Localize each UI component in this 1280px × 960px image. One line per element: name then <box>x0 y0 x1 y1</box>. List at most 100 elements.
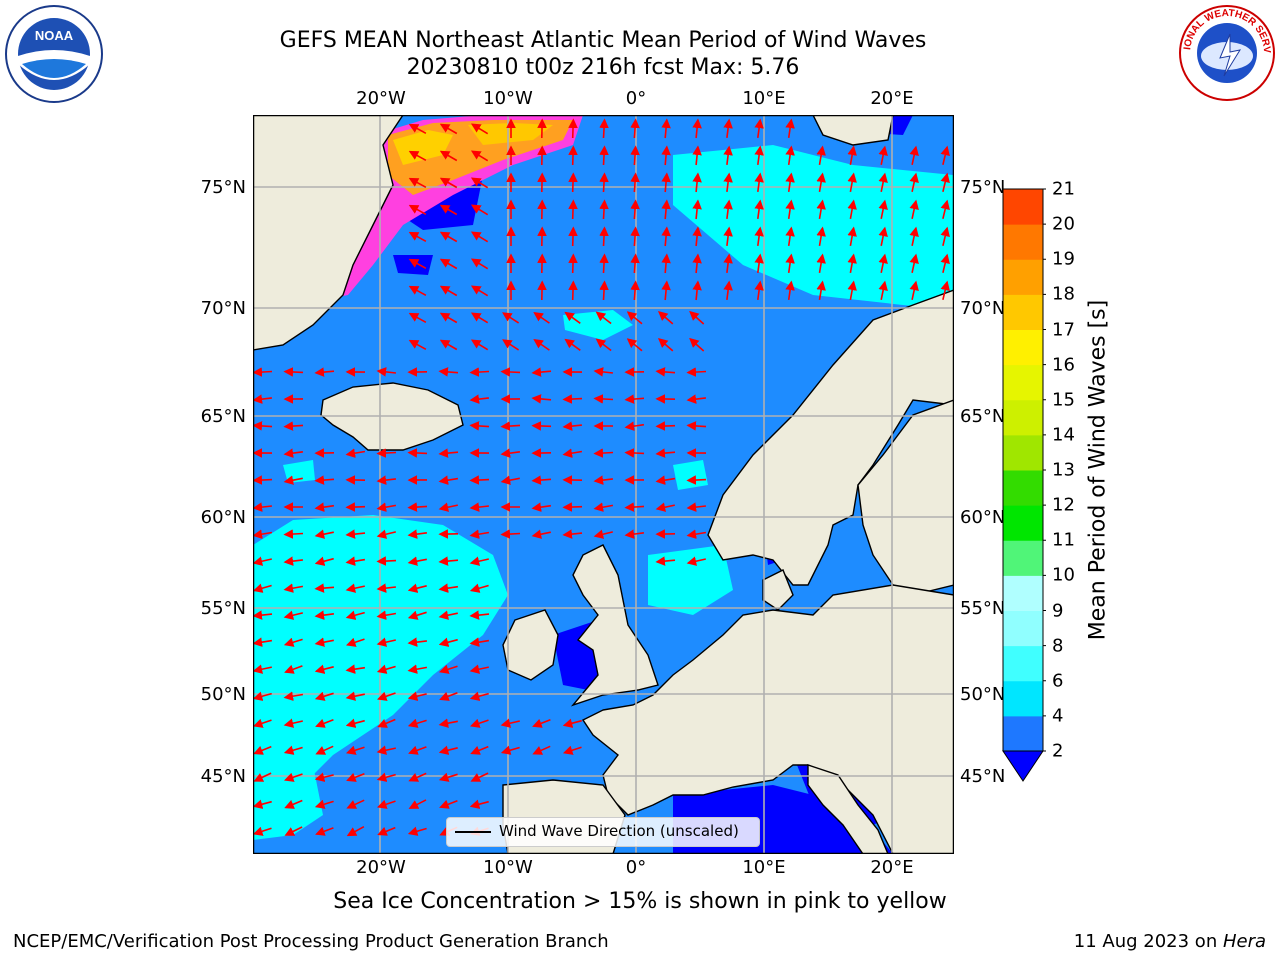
legend-line-swatch <box>455 831 491 833</box>
colorbar-segment <box>1003 224 1043 260</box>
wave-direction-arrow <box>723 253 733 273</box>
wave-direction-arrow <box>314 367 335 377</box>
wave-direction-arrow <box>723 226 733 246</box>
wave-direction-arrow <box>253 772 272 782</box>
wave-direction-arrow <box>785 226 795 247</box>
wave-direction-arrow <box>847 199 857 220</box>
colorbar <box>1002 188 1046 782</box>
colorbar-tick-label: 14 <box>1052 424 1075 446</box>
wave-direction-arrow <box>283 583 304 593</box>
wave-direction-arrow <box>470 312 489 324</box>
wave-direction-arrow <box>599 118 609 139</box>
lat-label-right-50n: 50°N <box>960 684 1006 705</box>
wave-direction-arrow <box>253 475 273 485</box>
colorbar-segment <box>1003 329 1043 366</box>
colorbar-tick-label: 17 <box>1052 319 1075 340</box>
wave-direction-arrow <box>315 718 334 728</box>
wave-direction-arrow <box>345 448 366 458</box>
noaa-logo-icon: NOAA <box>5 5 103 103</box>
wave-direction-arrow <box>283 691 304 701</box>
wave-direction-arrow <box>439 312 458 324</box>
wave-direction-arrow <box>816 172 826 193</box>
wave-direction-arrow <box>599 172 609 193</box>
wave-direction-arrow <box>408 258 427 270</box>
wave-direction-arrow <box>630 253 640 274</box>
wave-direction-arrow <box>847 226 857 247</box>
wave-direction-arrow <box>878 172 888 192</box>
wave-direction-arrow <box>686 367 707 377</box>
wave-direction-arrow <box>657 338 674 352</box>
wave-direction-arrow <box>408 772 427 782</box>
colorbar-tick-label: 21 <box>1052 178 1075 200</box>
colorbar-segment <box>1003 434 1043 471</box>
wave-direction-arrow <box>723 172 733 192</box>
wave-direction-arrow <box>376 799 396 809</box>
wave-direction-arrow <box>500 367 521 377</box>
wave-direction-arrow <box>469 799 489 809</box>
graticule <box>253 115 954 854</box>
wave-direction-arrow <box>314 583 335 593</box>
wave-direction-arrow <box>909 226 919 246</box>
colorbar-segment <box>1003 364 1043 401</box>
wave-direction-arrow <box>469 610 490 620</box>
colorbar-tick-label: 12 <box>1052 494 1075 516</box>
footer-date: 11 Aug 2023 on <box>1073 931 1223 952</box>
wave-direction-arrow <box>469 502 489 512</box>
wave-direction-arrow <box>284 664 303 674</box>
wave-direction-arrow <box>345 664 366 674</box>
wave-direction-arrow <box>533 311 550 324</box>
lat-label-left-70n: 70°N <box>200 298 246 319</box>
wave-direction-arrow <box>500 529 521 539</box>
lat-label-right-45n: 45°N <box>960 766 1006 787</box>
wave-direction-arrow <box>408 123 427 135</box>
wave-direction-arrow <box>630 172 640 193</box>
colorbar-tick-label: 20 <box>1052 213 1075 235</box>
wave-direction-arrow <box>599 253 609 274</box>
wave-direction-arrow <box>878 199 888 219</box>
wave-direction-arrow <box>630 145 640 166</box>
colorbar-segment <box>1003 189 1043 225</box>
wave-direction-arrow <box>562 448 583 458</box>
colorbar-segment <box>1003 540 1043 576</box>
wave-direction-arrow <box>314 637 334 647</box>
footer-left: NCEP/EMC/Verification Post Processing Pr… <box>13 931 609 952</box>
wave-direction-arrow <box>878 253 888 273</box>
footer-machine: Hera <box>1222 931 1266 952</box>
wave-direction-arrow <box>723 199 733 219</box>
wave-direction-arrow <box>376 610 397 620</box>
wave-direction-arrow <box>568 199 578 220</box>
wave-direction-arrow <box>253 529 273 539</box>
wave-direction-arrow <box>562 718 582 728</box>
wave-direction-arrow <box>599 145 609 166</box>
wave-direction-arrow <box>469 529 490 539</box>
wave-direction-arrow <box>376 664 396 674</box>
wave-direction-arrow <box>657 311 674 325</box>
wave-direction-arrow <box>407 502 428 512</box>
colorbar-segment <box>1003 680 1043 717</box>
wave-direction-arrow <box>253 826 272 836</box>
nws-logo-icon: NATIONAL WEATHER SERVICE <box>1178 4 1275 101</box>
wave-direction-arrow <box>568 226 578 247</box>
lat-label-left-60n: 60°N <box>200 507 246 528</box>
wave-direction-arrow <box>438 718 458 728</box>
wave-direction-arrow <box>500 448 521 458</box>
lon-label-bottom-10w: 10°W <box>483 857 533 878</box>
colorbar-tick-label: 8 <box>1052 635 1064 657</box>
wave-direction-arrow <box>408 177 427 189</box>
wave-direction-arrow <box>847 253 857 274</box>
wave-direction-arrow <box>689 310 705 325</box>
wave-direction-arrow <box>376 556 397 566</box>
colorbar-tick-label: 15 <box>1052 389 1075 411</box>
wave-direction-arrow <box>345 637 365 647</box>
wave-direction-arrow <box>661 118 671 139</box>
wave-direction-arrow <box>532 745 551 755</box>
wave-direction-arrow <box>283 718 303 728</box>
wave-direction-arrow <box>909 280 919 300</box>
wave-direction-arrow <box>284 799 303 809</box>
wave-direction-arrow <box>283 745 303 755</box>
wave-direction-arrow <box>686 556 706 566</box>
wave-direction-arrow <box>284 826 303 836</box>
colorbar-tick-label: 18 <box>1052 283 1075 305</box>
colorbar-tick-label: 11 <box>1052 529 1075 551</box>
wave-direction-arrow <box>692 280 702 301</box>
